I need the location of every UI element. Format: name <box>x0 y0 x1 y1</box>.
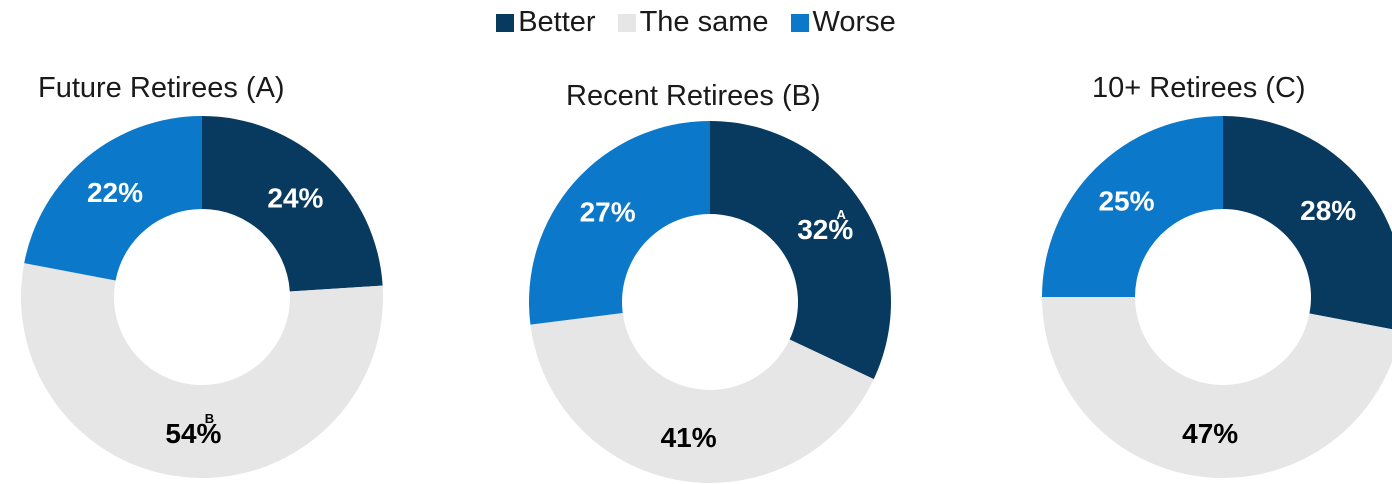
legend-label-better: Better <box>518 6 596 38</box>
data-label-same: 54% <box>165 418 221 449</box>
data-label-worse: 25% <box>1098 185 1154 216</box>
legend-item-better: Better <box>496 6 596 39</box>
legend-label-worse: Worse <box>812 6 896 38</box>
significance-marker-better: A <box>837 207 847 222</box>
chart-title-future-retirees: Future Retirees (A) <box>38 72 285 104</box>
data-label-worse: 22% <box>87 177 143 208</box>
donut-slice-better <box>1223 116 1392 330</box>
chart-title-ten-plus-retirees: 10+ Retirees (C) <box>1092 72 1306 104</box>
legend-item-same: The same <box>617 6 769 39</box>
donut-slice-worse <box>529 121 710 325</box>
legend-label-same: The same <box>639 6 769 38</box>
legend-swatch-better <box>496 13 515 32</box>
donut-slice-worse <box>24 116 202 281</box>
donut-slice-worse <box>1042 116 1223 297</box>
donut-slice-same <box>1042 297 1392 478</box>
data-label-better: 24% <box>267 182 323 213</box>
donut-slice-better <box>710 121 891 380</box>
data-label-worse: 27% <box>580 197 636 228</box>
significance-marker-same: B <box>205 411 214 426</box>
donut-slice-same <box>21 263 384 478</box>
donut-slice-better <box>202 116 383 292</box>
donut-slice-same <box>530 313 874 483</box>
chart-legend: Better The same Worse <box>0 6 1392 39</box>
legend-swatch-same <box>617 13 636 32</box>
data-label-better: 32% <box>797 214 853 245</box>
data-label-same: 41% <box>661 422 717 453</box>
chart-title-recent-retirees: Recent Retirees (B) <box>566 80 821 112</box>
legend-swatch-worse <box>790 13 809 32</box>
data-label-better: 28% <box>1300 195 1356 226</box>
legend-item-worse: Worse <box>790 6 896 39</box>
data-label-same: 47% <box>1182 418 1238 449</box>
